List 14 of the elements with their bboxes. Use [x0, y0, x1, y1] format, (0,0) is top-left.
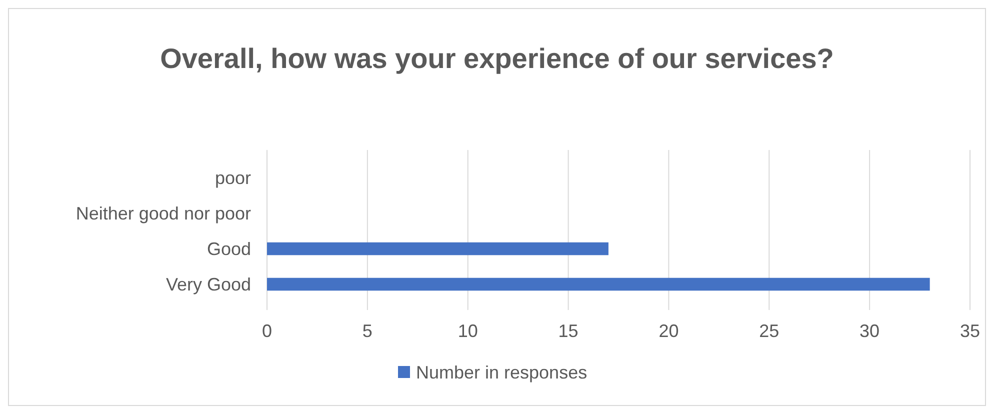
y-tick-label: Neither good nor poor — [76, 204, 251, 224]
x-tick-label: 30 — [860, 321, 880, 341]
x-tick-label: 15 — [558, 321, 578, 341]
x-tick-label: 20 — [658, 321, 679, 341]
x-tick-label: 25 — [759, 321, 780, 341]
x-tick-label: 5 — [362, 321, 372, 341]
legend-label: Number in responses — [416, 362, 588, 382]
x-tick-label: 0 — [262, 321, 272, 341]
chart-title: Overall, how was your experience of our services? — [160, 43, 834, 74]
y-tick-label: Good — [206, 239, 251, 260]
x-tick-label: 35 — [960, 321, 980, 341]
x-tick-label: 10 — [458, 321, 478, 341]
y-tick-label: poor — [214, 168, 251, 188]
y-tick-label: Very Good — [166, 274, 251, 295]
